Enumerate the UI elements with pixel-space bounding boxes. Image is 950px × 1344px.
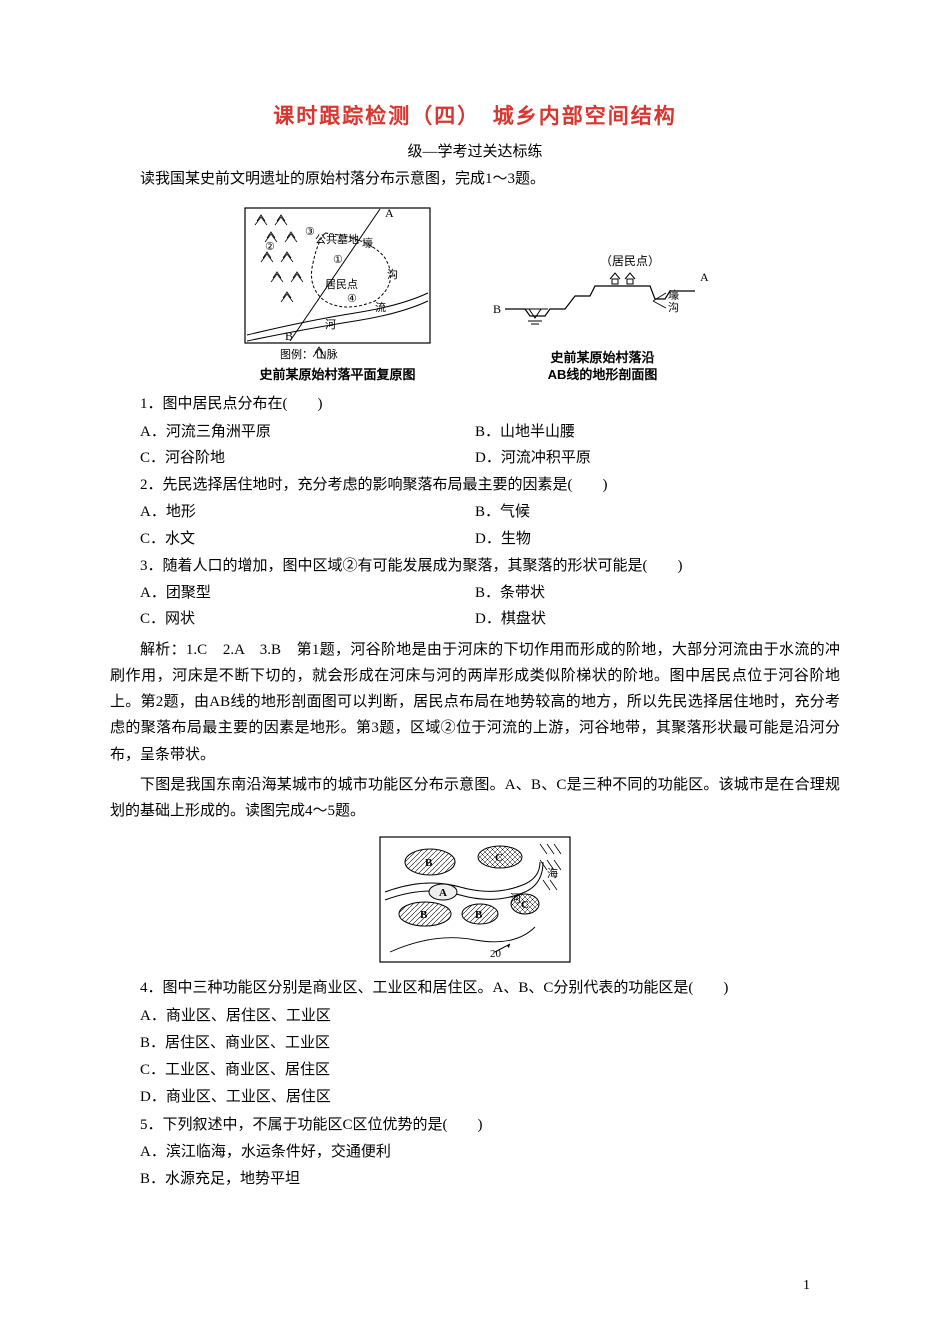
fig2-caption: 史前某原始村落沿 AB线的地形剖面图 [548,350,658,384]
svg-text:河: 河 [325,318,336,331]
intro-1: 读我国某史前文明遗址的原始村落分布示意图，完成1～3题。 [110,167,840,193]
figure-2: （居民点） A B 壕 沟 史前 [490,251,715,384]
q5-stem: 5．下列叙述中，不属于功能区C区位优势的是( ) [110,1112,840,1138]
svg-text:居民点: 居民点 [325,278,358,291]
svg-text:B: B [425,857,433,869]
q4-opt-a: A．商业区、居住区、工业区 [110,1003,840,1029]
svg-text:B: B [285,329,293,343]
svg-text:公共墓地: 公共墓地 [315,233,359,246]
q3-opt-b: B．条带状 [475,580,840,606]
city-zones-svg: 海 河 20 B C C A B B [375,832,575,967]
q1-opt-b: B．山地半山腰 [475,419,840,445]
svg-text:（居民点）: （居民点） [600,254,660,268]
answer-block-1: 解析：1.C 2.A 3.B 第1题，河谷阶地是由于河床的下切作用而形成的阶地，… [110,637,840,768]
svg-text:壕: 壕 [668,288,679,302]
svg-text:沟: 沟 [387,268,398,281]
q3-opt-a: A．团聚型 [110,580,475,606]
svg-text:海: 海 [547,866,558,880]
figure-1: A B ③ ② ① ④ 公共墓地 壕 居民点 沟 流 河 图例： 山脉 史前某原… [235,203,440,384]
doc-subtitle: 级—学考过关达标练 [110,140,840,161]
q1-opt-c: C．河谷阶地 [110,445,475,471]
svg-text:②: ② [265,241,275,253]
svg-text:沟: 沟 [668,301,679,314]
fig1-caption: 史前某原始村落平面复原图 [259,367,415,384]
svg-text:B: B [475,909,483,921]
svg-text:C: C [495,852,503,864]
svg-text:B: B [493,302,501,316]
svg-text:流: 流 [375,300,386,314]
svg-text:A: A [385,206,394,220]
svg-text:C: C [521,899,529,911]
q3-stem: 3．随着人口的增加，图中区域②有可能发展成为聚落，其聚落的形状可能是( ) [110,553,840,579]
q5-opt-a: A．滨江临海，水运条件好，交通便利 [110,1139,840,1165]
q4-opt-b: B．居住区、商业区、工业区 [110,1030,840,1056]
q1-stem: 1．图中居民点分布在( ) [110,391,840,417]
svg-text:壕: 壕 [362,236,373,250]
q2-opt-a: A．地形 [110,499,475,525]
q2-opt-c: C．水文 [110,526,475,552]
doc-title: 课时跟踪检测（四） 城乡内部空间结构 [110,100,840,130]
svg-text:A: A [439,887,447,899]
svg-text:①: ① [333,254,343,266]
q5-opt-b: B．水源充足，地势平坦 [110,1166,840,1192]
q2-stem: 2．先民选择居住地时，充分考虑的影响聚落布局最主要的因素是( ) [110,472,840,498]
svg-text:图例： 山脉: 图例： 山脉 [280,347,338,361]
figure-3: 海 河 20 B C C A B B [110,832,840,967]
svg-text:A: A [700,270,709,284]
q4-opt-d: D．商业区、工业区、居住区 [110,1084,840,1110]
q4-stem: 4．图中三种功能区分别是商业区、工业区和居住区。A、B、C分别代表的功能区是( … [110,975,840,1001]
q1-opt-d: D．河流冲积平原 [475,445,840,471]
svg-text:④: ④ [347,293,357,305]
svg-text:③: ③ [305,226,315,238]
q2-opt-d: D．生物 [475,526,840,552]
intro-2: 下图是我国东南沿海某城市的城市功能区分布示意图。A、B、C是三种不同的功能区。该… [110,772,840,825]
q2-opt-b: B．气候 [475,499,840,525]
village-plan-svg: A B ③ ② ① ④ 公共墓地 壕 居民点 沟 流 河 图例： 山脉 [235,203,440,363]
figure-row: A B ③ ② ① ④ 公共墓地 壕 居民点 沟 流 河 图例： 山脉 史前某原… [110,203,840,384]
q3-opt-c: C．网状 [110,606,475,632]
q4-opt-c: C．工业区、商业区、居住区 [110,1057,840,1083]
profile-svg: （居民点） A B 壕 沟 [490,251,715,346]
svg-text:B: B [420,909,428,921]
page-number: 1 [803,1278,810,1294]
q3-opt-d: D．棋盘状 [475,606,840,632]
q1-opt-a: A．河流三角洲平原 [110,419,475,445]
